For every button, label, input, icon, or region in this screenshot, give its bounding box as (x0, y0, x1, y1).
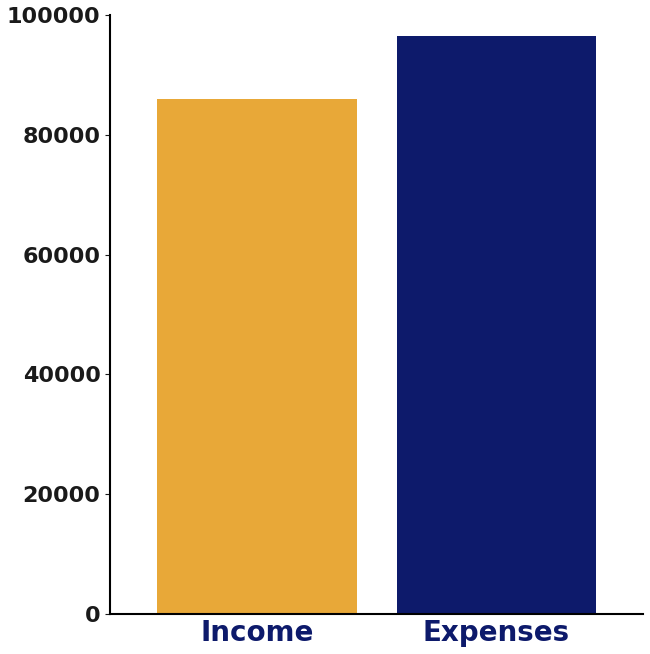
Bar (157, 99, 357, 614)
Bar (396, 36, 597, 614)
